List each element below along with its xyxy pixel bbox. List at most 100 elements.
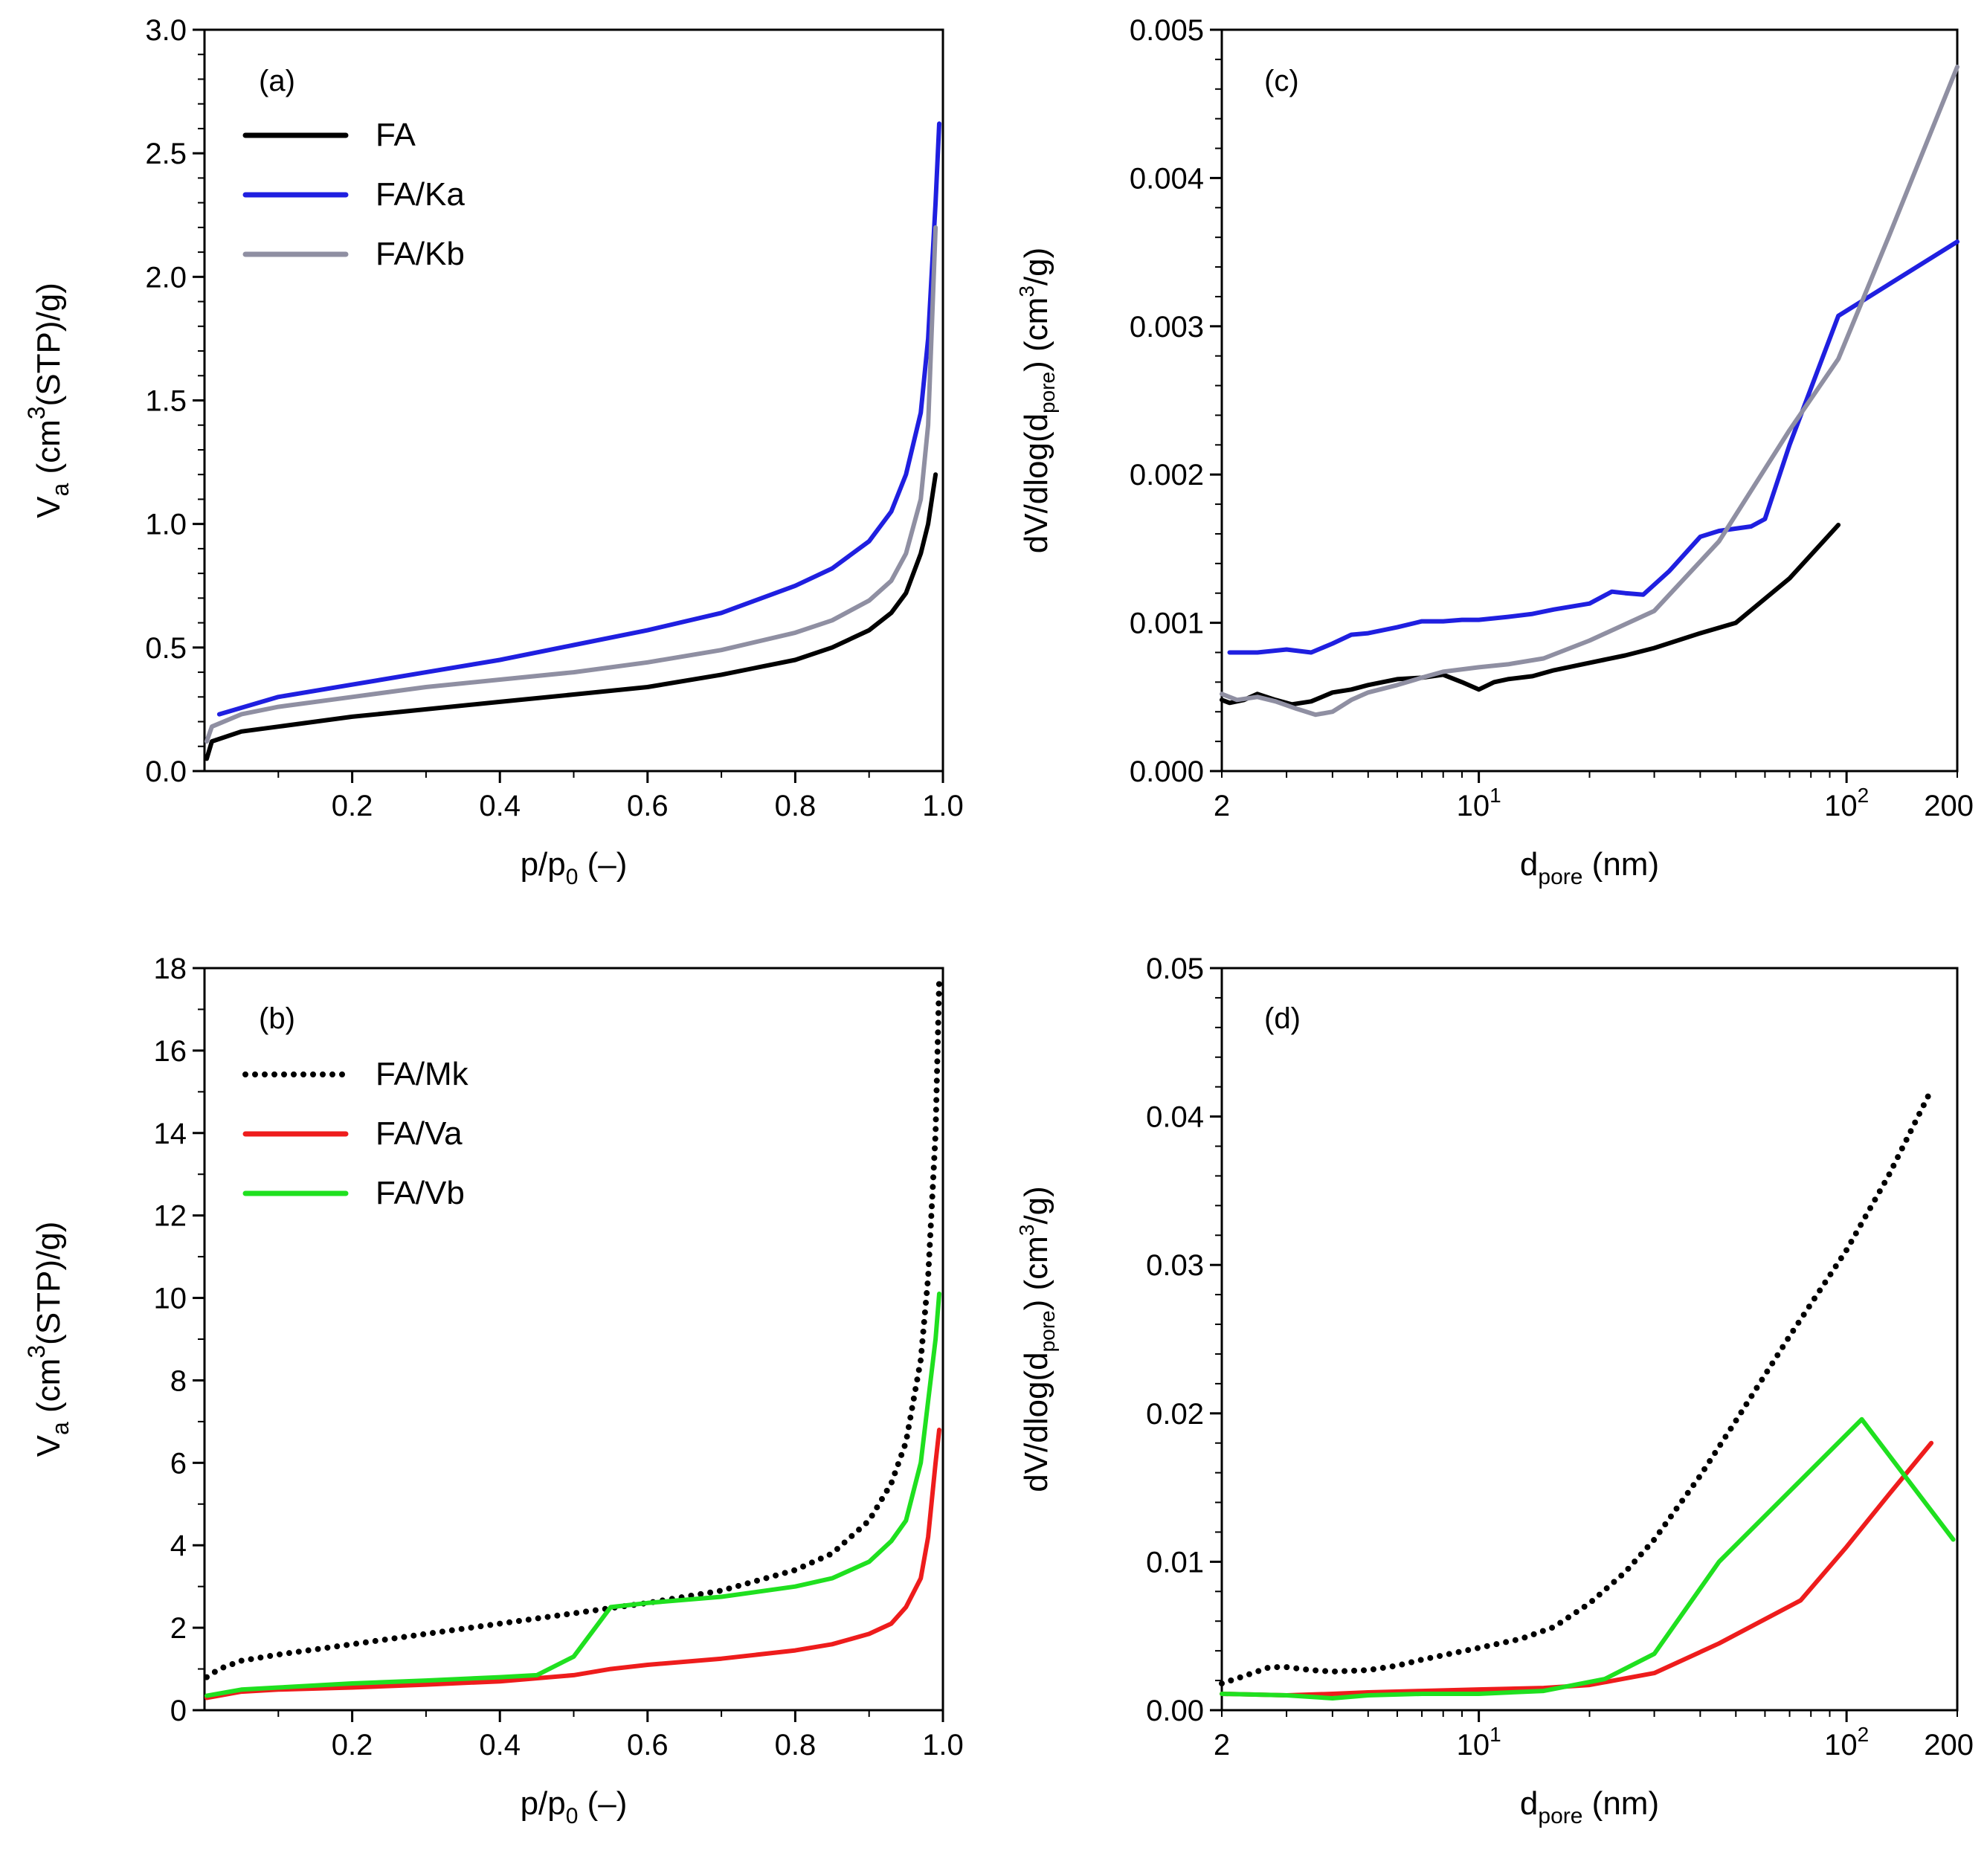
x-tick-label: 101 (1457, 1723, 1501, 1761)
legend-label: FA/Vb (376, 1175, 465, 1211)
y-tick-label: 0.5 (145, 632, 187, 665)
y-axis-title: dV/dlog(dpore) (cm3/g) (1015, 248, 1059, 554)
y-tick-label: 0 (170, 1695, 187, 1727)
y-tick-label: 6 (170, 1447, 187, 1480)
y-tick-label: 2.0 (145, 261, 187, 294)
chart-panel-a: 0.0 0.5 1.0 1.5 2.0 2.5 3.0 0.2 0.4 0.6 0.8 1.0 p/p0… (23, 14, 964, 889)
y-tick-label: 10 (154, 1283, 187, 1315)
x-axis-title-main: d (1520, 1785, 1538, 1822)
x-tick-label: 0.6 (627, 790, 669, 822)
x-axis-title-subscript: pore (1538, 1804, 1582, 1828)
y-tick-label: 0.000 (1130, 755, 1204, 788)
series-line-fa-vb (205, 1292, 941, 1698)
chart-panel-d: 0.000.010.020.030.040.052 101 102 200dpore … (1015, 952, 1974, 1828)
x-tick-label-base: 2 (1214, 790, 1230, 822)
x-axis-title-suffix: (–) (578, 846, 627, 883)
y-axis-title: dV/dlog(dpore) (cm3/g) (1015, 1186, 1059, 1492)
x-tick-label-base: 2 (1214, 1729, 1230, 1761)
series-line-fa-ka (1227, 239, 1959, 655)
plot-frame (1220, 28, 1959, 773)
y-tick-label: 2 (170, 1612, 187, 1645)
y-axis-title-end: /g) (1018, 1186, 1054, 1224)
y-axis-title-superscript: 3 (1015, 1225, 1038, 1237)
x-axis-title-main: d (1520, 846, 1538, 883)
y-axis-title-superscript: 3 (23, 1345, 50, 1358)
x-tick-label-base: 10 (1457, 790, 1490, 822)
y-tick-label: 16 (154, 1035, 187, 1068)
y-tick-label: 3.0 (145, 14, 187, 47)
panel-label: (c) (1264, 65, 1299, 97)
x-tick-label: 200 (1924, 790, 1974, 822)
y-tick-label: 0.0 (145, 755, 187, 788)
x-tick-label-base: 10 (1457, 1729, 1490, 1761)
legend-label: FA/Ka (376, 176, 465, 213)
legend-label: FA/Kb (376, 236, 465, 272)
y-tick-label: 18 (154, 952, 187, 985)
x-axis-title: dpore (nm) (1520, 846, 1659, 889)
x-axis-title-main: p/p (521, 846, 566, 883)
y-tick-label: 2.5 (145, 138, 187, 170)
series-line-fa-mk (204, 977, 942, 1680)
y-tick-label: 1.5 (145, 385, 187, 418)
plot-frame (203, 28, 944, 773)
x-axis-title-suffix: (nm) (1582, 1785, 1659, 1822)
x-tick-label: 0.8 (775, 790, 817, 822)
x-axis-title-subscript: 0 (566, 865, 579, 889)
legend-label: FA (376, 117, 416, 153)
y-tick-label: 4 (170, 1530, 187, 1562)
series-line-fa-va (205, 1428, 941, 1701)
x-tick-label: 2 (1214, 1729, 1230, 1761)
x-tick-label-exponent: 1 (1490, 784, 1501, 807)
x-axis-title-main: p/p (521, 1785, 566, 1822)
x-tick-label: 200 (1924, 1729, 1974, 1761)
x-tick-label-base: 200 (1924, 790, 1974, 822)
y-axis-title: Va (cm3(STP)/g) (23, 283, 74, 518)
y-axis-title-superscript: 3 (23, 406, 50, 419)
x-tick-label: 0.6 (627, 1729, 669, 1761)
legend-label: FA/Va (376, 1115, 463, 1152)
series-line-fa-va (1220, 1440, 1934, 1698)
panel-label: (a) (259, 65, 295, 97)
y-tick-label: 0.003 (1130, 311, 1204, 344)
series-line-fa (205, 472, 938, 761)
y-axis-title-subscript: a (47, 483, 74, 497)
y-axis-title-part: (cm (30, 419, 67, 483)
x-tick-label: 0.8 (775, 1729, 817, 1761)
x-tick-label: 1.0 (922, 790, 964, 822)
y-tick-label: 0.004 (1130, 162, 1204, 195)
y-axis-title-superscript: 3 (1015, 286, 1038, 297)
y-axis-title-subscript: pore (1036, 1310, 1059, 1352)
y-axis-title-main: V (30, 1434, 67, 1457)
y-tick-label: 12 (154, 1200, 187, 1233)
x-axis-title-suffix: (nm) (1582, 846, 1659, 883)
y-tick-label: 14 (154, 1118, 187, 1150)
y-tick-label: 0.03 (1146, 1249, 1204, 1282)
x-tick-label: 0.4 (479, 1729, 521, 1761)
y-axis-title-end: /g) (1018, 248, 1054, 286)
y-axis-title-main: dV/dlog(d (1018, 1352, 1054, 1492)
y-axis-title-part: ) (cm (1018, 1236, 1054, 1310)
y-axis-title-part: ) (cm (1018, 297, 1054, 372)
series-line-fa-mk (1219, 1086, 1935, 1687)
x-axis-title: p/p0 (–) (521, 1785, 628, 1828)
y-axis-title-main: V (30, 496, 67, 518)
y-axis-title-main: dV/dlog(d (1018, 413, 1054, 553)
y-tick-label: 8 (170, 1364, 187, 1397)
y-axis-title-end: (STP)/g) (30, 283, 67, 406)
panel-label: (b) (259, 1002, 295, 1035)
plot-frame (203, 967, 944, 1712)
x-axis-title: dpore (nm) (1520, 1785, 1659, 1828)
x-tick-label: 102 (1824, 1723, 1869, 1761)
x-axis-title-suffix: (–) (578, 1785, 627, 1822)
x-tick-label-exponent: 2 (1858, 1723, 1870, 1746)
y-tick-label: 0.02 (1146, 1398, 1204, 1431)
legend-label: FA/Mk (376, 1056, 469, 1092)
legend: FA FA/Ka FA/Kb (242, 117, 465, 272)
x-tick-label-base: 10 (1824, 790, 1858, 822)
x-axis-title-subscript: pore (1538, 865, 1582, 889)
x-tick-label: 0.2 (332, 790, 373, 822)
y-axis-title: Va (cm3(STP)/g) (23, 1222, 74, 1457)
y-axis-title-end: (STP)/g) (30, 1222, 67, 1345)
